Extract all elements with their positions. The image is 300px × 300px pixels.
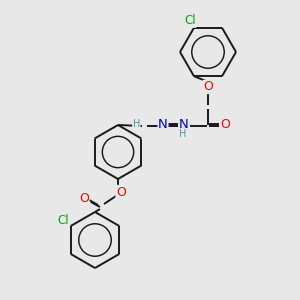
Text: Cl: Cl [184, 14, 196, 27]
Text: O: O [203, 80, 213, 94]
Text: O: O [79, 191, 89, 205]
Text: O: O [116, 185, 126, 199]
Text: O: O [220, 118, 230, 131]
Text: H: H [133, 119, 140, 129]
Text: N: N [179, 118, 189, 131]
Text: N: N [158, 118, 168, 131]
Text: H: H [179, 129, 187, 139]
Text: Cl: Cl [57, 214, 69, 227]
